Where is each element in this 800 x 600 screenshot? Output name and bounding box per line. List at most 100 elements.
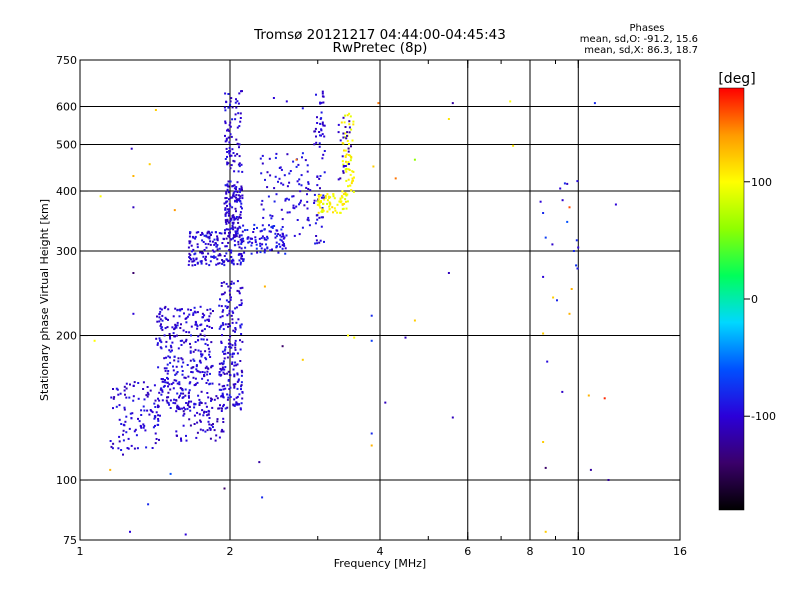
echo-point — [348, 112, 351, 115]
echo-point — [226, 211, 229, 214]
echo-point — [220, 430, 223, 433]
echo-point — [229, 293, 231, 296]
echo-point — [323, 198, 326, 201]
echo-point — [556, 299, 558, 302]
echo-point — [223, 264, 226, 267]
echo-point — [227, 241, 230, 244]
echo-point — [155, 411, 158, 414]
echo-point — [339, 177, 342, 180]
echo-point — [197, 335, 200, 338]
echo-point — [146, 395, 149, 398]
echo-point — [323, 240, 325, 243]
echo-point — [229, 396, 232, 398]
echo-point — [350, 189, 353, 192]
echo-point — [346, 114, 349, 117]
echo-point — [236, 153, 239, 156]
echo-point — [218, 388, 221, 391]
echo-point — [188, 331, 191, 334]
echo-point — [233, 385, 236, 388]
echo-point — [238, 246, 241, 249]
echo-point — [188, 389, 191, 392]
echo-point — [292, 206, 295, 209]
echo-point — [165, 318, 168, 320]
echo-point — [200, 355, 203, 358]
echo-point — [349, 115, 352, 118]
echo-point — [318, 202, 321, 205]
echo-point — [279, 245, 282, 248]
echo-point — [319, 134, 321, 137]
echo-point — [284, 252, 287, 255]
echo-point — [120, 449, 123, 451]
echo-point — [283, 244, 286, 247]
echo-point — [292, 204, 295, 207]
echo-point — [235, 306, 238, 309]
echo-point — [154, 406, 157, 408]
echo-point — [183, 312, 185, 315]
echo-point — [544, 466, 547, 469]
echo-point — [238, 187, 241, 190]
echo-point — [216, 258, 219, 261]
echo-point — [222, 405, 225, 408]
echo-point — [128, 427, 131, 430]
echo-point — [111, 447, 114, 450]
echo-point — [204, 356, 207, 359]
echo-point — [233, 398, 236, 401]
echo-point — [349, 154, 352, 157]
echo-point — [218, 436, 221, 439]
echo-point — [315, 135, 317, 138]
echo-point — [211, 398, 213, 401]
echo-point — [222, 388, 225, 391]
echo-point — [226, 372, 229, 375]
echo-point — [128, 396, 131, 399]
echo-point — [296, 180, 299, 183]
echo-point — [235, 233, 238, 236]
echo-point — [215, 395, 218, 398]
echo-point — [174, 307, 177, 310]
echo-point — [575, 264, 578, 267]
echo-point — [274, 236, 277, 239]
echo-point — [238, 146, 240, 149]
echo-point — [316, 184, 319, 187]
echo-point — [200, 402, 203, 404]
echo-point — [207, 420, 210, 423]
echo-point — [340, 121, 343, 124]
echo-point — [240, 374, 243, 377]
echo-point — [230, 261, 233, 264]
echo-point — [207, 252, 210, 255]
echo-point — [137, 417, 139, 420]
echo-point — [318, 200, 321, 203]
echo-point — [286, 211, 289, 214]
echo-point — [231, 216, 234, 219]
echo-point — [186, 404, 189, 407]
echo-point — [138, 420, 141, 423]
echo-point — [370, 444, 373, 447]
echo-point — [292, 195, 295, 198]
echo-point — [260, 203, 263, 206]
echo-point — [224, 120, 227, 123]
echo-point — [451, 416, 454, 419]
echo-point — [239, 216, 242, 219]
echo-point — [224, 346, 227, 349]
echo-point — [154, 109, 157, 111]
echo-point — [288, 198, 290, 201]
echo-point — [238, 292, 241, 295]
echo-point — [209, 260, 212, 263]
echo-point — [195, 436, 198, 439]
echo-point — [209, 312, 212, 315]
echo-point — [227, 210, 230, 213]
echo-point — [159, 388, 162, 391]
echo-point — [292, 160, 295, 163]
echo-point — [316, 218, 319, 221]
echo-point — [277, 180, 279, 183]
echo-point — [542, 332, 545, 335]
echo-point — [240, 299, 243, 302]
echo-point — [348, 123, 351, 126]
echo-point — [201, 239, 204, 242]
echo-point — [158, 320, 161, 323]
echo-point — [239, 407, 242, 410]
echo-point — [240, 402, 243, 405]
echo-point — [347, 178, 350, 181]
echo-point — [194, 264, 197, 266]
echo-point — [447, 272, 450, 274]
echo-point — [226, 218, 229, 221]
